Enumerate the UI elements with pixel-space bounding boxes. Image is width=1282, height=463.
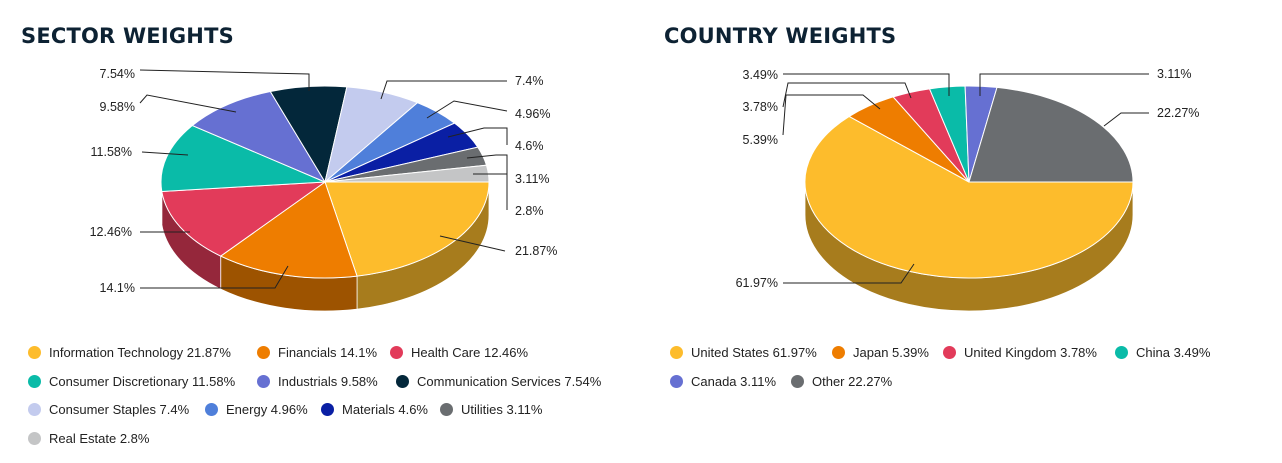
- legend-item-health-care[interactable]: Health Care 12.46%: [390, 345, 528, 360]
- legend-marker-consumer-staples: [28, 403, 41, 416]
- leader-line-united-kingdom: [782, 82, 912, 108]
- leader-line-other: [1103, 112, 1149, 127]
- leader-line-materials: [447, 127, 508, 145]
- slice-information-technology[interactable]: [324, 181, 490, 277]
- legend-label: Communication Services 7.54%: [417, 373, 602, 389]
- legend-label: Canada 3.11%: [691, 374, 777, 389]
- data-label-consumer-staples: 7.4%: [515, 74, 544, 88]
- leader-line-canada: [979, 73, 1149, 96]
- legend-marker-materials: [321, 403, 334, 416]
- data-label-health-care: 12.46%: [90, 225, 132, 239]
- data-label-japan: 5.39%: [743, 133, 778, 147]
- leader-line-consumer-discretionary: [141, 151, 189, 156]
- data-label-united-states: 61.97%: [736, 276, 778, 290]
- legend-marker-real-estate: [28, 431, 41, 445]
- legend-marker-health-care: [390, 346, 403, 359]
- legend-marker-china: [1115, 346, 1128, 359]
- data-label-materials: 4.6%: [515, 139, 544, 153]
- legend-label: Health Care 12.46%: [411, 345, 529, 360]
- legend-label: Industrials 9.58%: [278, 373, 378, 389]
- legend-item-other[interactable]: Other 22.27%: [791, 374, 892, 389]
- legend-item-communication-services[interactable]: Communication Services 7.54%: [396, 374, 601, 389]
- legend-item-utilities[interactable]: Utilities 3.11%: [440, 402, 542, 417]
- data-label-communication-services: 7.54%: [100, 67, 135, 81]
- leader-line-consumer-staples: [380, 80, 507, 100]
- legend-label: Materials 4.6%: [342, 402, 428, 417]
- data-label-industrials: 9.58%: [100, 100, 135, 114]
- legend-label: China 3.49%: [1136, 345, 1211, 360]
- legend-item-industrials[interactable]: Industrials 9.58%: [257, 374, 378, 389]
- legend-marker-japan: [832, 346, 845, 359]
- leader-line-energy: [426, 100, 508, 119]
- country-pie-chart: 61.97% 5.39% 3.78% 3.49% 3.11% 22.27%: [736, 67, 1199, 312]
- leader-line-communication-services: [139, 69, 310, 91]
- data-label-consumer-discretionary: 11.58%: [91, 145, 132, 159]
- legend-marker-consumer-discretionary: [28, 374, 41, 388]
- legend-marker-utilities: [440, 403, 453, 416]
- country-weights-title: COUNTRY WEIGHTS: [664, 24, 897, 48]
- data-label-china: 3.49%: [743, 68, 778, 82]
- leader-line-utilities: [466, 154, 508, 178]
- leader-line-real-estate: [473, 173, 508, 210]
- legend-item-financials[interactable]: Financials 14.1%: [257, 345, 377, 360]
- data-label-information-technology: 21.87%: [515, 244, 557, 258]
- sector-weights-title: SECTOR WEIGHTS: [21, 24, 234, 48]
- country-weights-panel: COUNTRY WEIGHTS 61.97% 5.39% 3.78% 3.49% 3.1…: [641, 0, 1282, 463]
- legend-marker-other: [791, 375, 804, 388]
- legend-label: Energy 4.96%: [226, 402, 308, 417]
- legend-label: Utilities 3.11%: [461, 402, 543, 417]
- legend-label: Real Estate 2.8%: [49, 430, 150, 446]
- data-label-financials: 14.1%: [100, 281, 135, 295]
- leader-line-japan: [782, 94, 881, 136]
- leader-line-industrials: [139, 94, 237, 113]
- data-label-canada: 3.11%: [1157, 67, 1192, 81]
- legend-label: Other 22.27%: [812, 374, 893, 389]
- data-label-other: 22.27%: [1157, 106, 1199, 120]
- legend-item-consumer-discretionary[interactable]: Consumer Discretionary 11.58%: [28, 374, 235, 389]
- legend-item-information-technology[interactable]: Information Technology 21.87%: [28, 345, 231, 360]
- leader-line-financials: [140, 265, 289, 289]
- legend-label: Information Technology 21.87%: [49, 345, 231, 360]
- legend-marker-industrials: [257, 374, 270, 388]
- legend-marker-canada: [670, 375, 683, 388]
- legend-item-materials[interactable]: Materials 4.6%: [321, 402, 428, 417]
- legend-marker-information-technology: [28, 346, 41, 359]
- leader-line-china: [783, 73, 950, 96]
- slice-financials[interactable]: [219, 181, 358, 279]
- slice-health-care[interactable]: [161, 181, 327, 257]
- sector-weights-panel: SECTOR WEIGHTS 21.87% 14.1% 12.46% 11.58% 9.…: [21, 24, 601, 446]
- legend-item-china[interactable]: China 3.49%: [1115, 345, 1210, 360]
- legend-marker-communication-services: [396, 374, 409, 388]
- slice-industrials[interactable]: [191, 90, 327, 184]
- legend-item-united-states[interactable]: United States 61.97%: [670, 345, 817, 360]
- legend-item-energy[interactable]: Energy 4.96%: [205, 402, 308, 417]
- legend-marker-united-states: [670, 346, 683, 359]
- slice-consumer-discretionary[interactable]: [160, 124, 326, 192]
- slice-other[interactable]: [968, 86, 1134, 183]
- legend-item-japan[interactable]: Japan 5.39%: [832, 345, 929, 360]
- legend-label: Japan 5.39%: [853, 345, 929, 360]
- legend-marker-financials: [257, 346, 270, 359]
- leader-line-united-states: [783, 263, 915, 284]
- legend-label: Consumer Staples 7.4%: [49, 402, 190, 417]
- legend-item-canada[interactable]: Canada 3.11%: [670, 374, 776, 389]
- legend-label: United States 61.97%: [691, 345, 817, 360]
- data-label-energy: 4.96%: [515, 107, 550, 121]
- legend-item-consumer-staples[interactable]: Consumer Staples 7.4%: [28, 402, 189, 417]
- data-label-utilities: 3.11%: [515, 172, 550, 186]
- leader-line-information-technology: [439, 235, 506, 252]
- legend-label: Consumer Discretionary 11.58%: [49, 373, 236, 389]
- legend-marker-united-kingdom: [943, 346, 956, 359]
- legend-item-united-kingdom[interactable]: United Kingdom 3.78%: [943, 345, 1097, 360]
- legend-item-real-estate[interactable]: Real Estate 2.8%: [28, 431, 149, 446]
- legend-marker-energy: [205, 403, 218, 416]
- legend-label: Financials 14.1%: [278, 345, 377, 360]
- legend-label: United Kingdom 3.78%: [964, 345, 1097, 360]
- data-label-united-kingdom: 3.78%: [743, 100, 778, 114]
- sector-pie-chart: 21.87% 14.1% 12.46% 11.58% 9.58% 7.54% 7.4% 4.9…: [90, 67, 557, 312]
- data-label-real-estate: 2.8%: [515, 204, 544, 218]
